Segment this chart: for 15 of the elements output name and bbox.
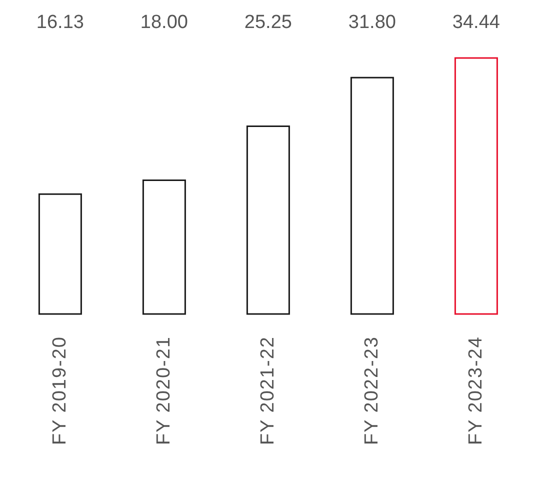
x-tick-label: FY 2020-21: [154, 336, 174, 445]
bar: [142, 179, 186, 315]
data-label: 16.13: [36, 12, 84, 33]
data-label: 18.00: [140, 12, 188, 33]
bar: [454, 57, 498, 315]
data-label: 34.44: [452, 12, 500, 33]
data-label: 31.80: [348, 12, 396, 33]
x-tick-label: FY 2022-23: [362, 336, 382, 445]
bar: [38, 193, 82, 315]
x-tick-label: FY 2023-24: [466, 336, 486, 445]
data-label: 25.25: [244, 12, 292, 33]
x-tick-label: FY 2021-22: [258, 336, 278, 445]
bar: [246, 126, 290, 315]
bar: [350, 76, 394, 315]
x-tick-label: FY 2019-20: [50, 336, 70, 445]
